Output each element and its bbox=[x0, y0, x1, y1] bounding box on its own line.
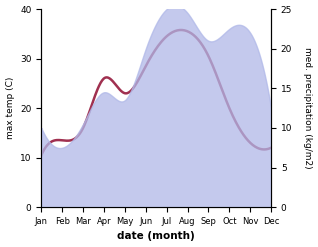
Y-axis label: med. precipitation (kg/m2): med. precipitation (kg/m2) bbox=[303, 47, 313, 169]
X-axis label: date (month): date (month) bbox=[117, 231, 195, 242]
Y-axis label: max temp (C): max temp (C) bbox=[5, 77, 15, 139]
